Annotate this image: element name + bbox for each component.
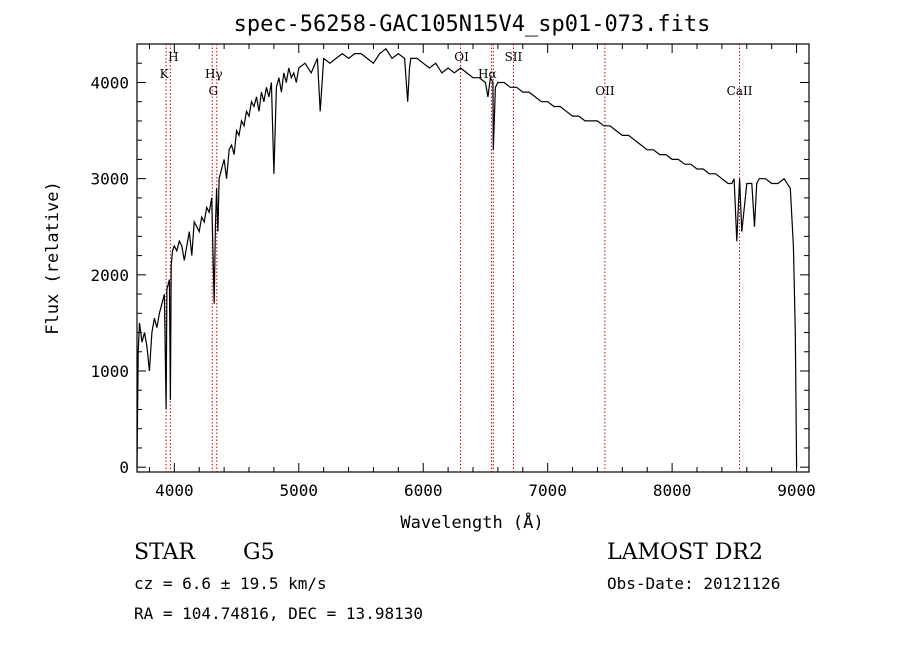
spectral-line-labels: HK Hγ G OI Hα SII OII CaII: [160, 50, 753, 98]
x-tick-label: 6000: [404, 481, 443, 500]
spectral-line-label: Hα: [478, 67, 497, 81]
object-class: STAR: [134, 540, 195, 565]
y-tick-label: 1000: [90, 362, 129, 381]
y-tick-label: 0: [119, 458, 129, 477]
x-tick-label: 8000: [653, 481, 692, 500]
spectral-line-markers: [165, 44, 741, 472]
obs-date: Obs-Date: 20121126: [607, 574, 781, 593]
y-tick-label: 2000: [90, 266, 129, 285]
chart-title: spec-56258-GAC105N15V4_sp01-073.fits: [234, 12, 711, 37]
spectral-line-label: Hγ: [205, 67, 223, 81]
y-axis-label: Flux (relative): [43, 181, 63, 335]
survey-name: LAMOST DR2: [607, 540, 763, 565]
spectral-line-label: H: [168, 50, 178, 64]
redshift-readout: cz = 6.6 ± 19.5 km/s: [134, 574, 327, 593]
spectral-line-label: CaII: [727, 84, 753, 98]
spectral-line-label: OI: [454, 50, 469, 64]
spectral-line-label: G: [208, 84, 218, 98]
spectral-line-label: OII: [595, 84, 615, 98]
spectral-line-label: K: [160, 67, 170, 81]
plot-frame: [136, 43, 810, 473]
x-tick-label: 4000: [155, 481, 194, 500]
spectral-line-label: SII: [505, 50, 523, 64]
object-subclass: G5: [243, 540, 275, 565]
y-tick-label: 3000: [90, 170, 129, 189]
spectrum-series-line: [136, 47, 798, 468]
y-tick-label: 4000: [90, 73, 129, 92]
x-tick-label: 7000: [528, 481, 567, 500]
coordinates: RA = 104.74816, DEC = 13.98130: [134, 604, 423, 623]
x-tick-label: 9000: [777, 481, 816, 500]
x-tick-label: 5000: [280, 481, 319, 500]
axis-ticks: 4000 5000 6000 7000 8000 9000 0 1000 2000 3000 400…: [90, 44, 816, 500]
x-axis-label: Wavelength (Å): [400, 511, 543, 533]
